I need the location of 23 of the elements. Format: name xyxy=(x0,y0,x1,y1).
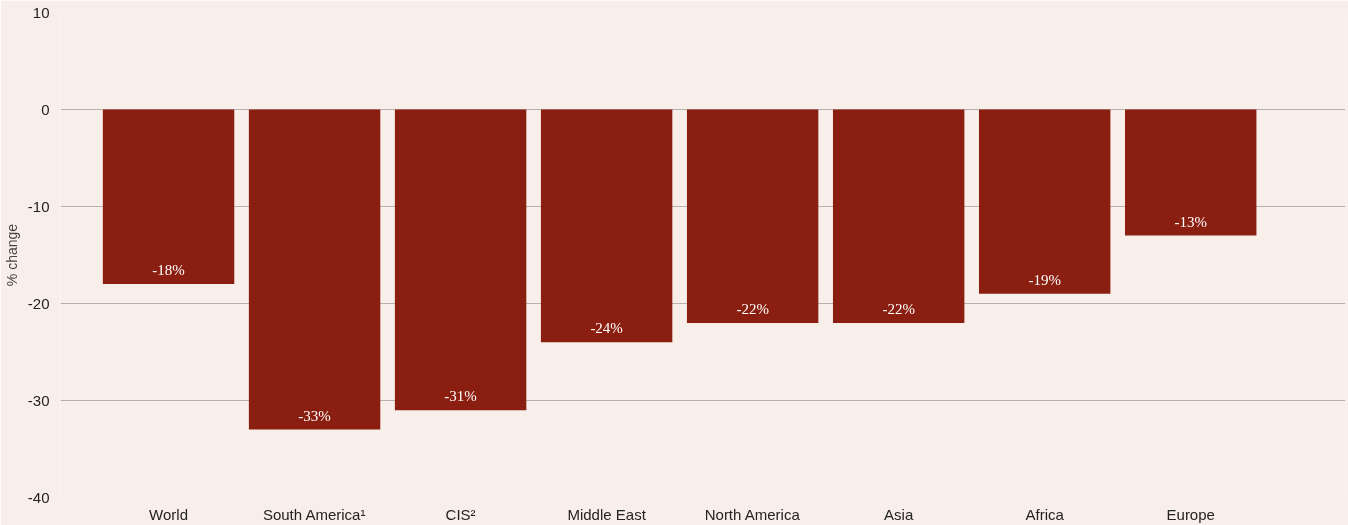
y-tick-label: 10 xyxy=(32,3,50,21)
data-label: -24% xyxy=(590,320,623,337)
data-label: -13% xyxy=(1174,213,1207,230)
y-tick-label: -30 xyxy=(27,391,50,409)
y-axis-title: % change xyxy=(3,223,20,287)
y-tick-label: -10 xyxy=(27,197,50,215)
x-tick-label: South America¹ xyxy=(262,505,366,523)
x-tick-label: CIS² xyxy=(445,505,476,523)
data-label: -33% xyxy=(298,407,331,424)
y-tick-label: 0 xyxy=(41,100,50,118)
data-label: -22% xyxy=(736,300,769,317)
data-label: -22% xyxy=(882,300,915,317)
data-label: -18% xyxy=(152,262,185,279)
data-label: -19% xyxy=(1028,271,1061,288)
data-label: -31% xyxy=(444,388,477,405)
x-tick-label: North America xyxy=(704,505,801,523)
x-tick-label: Middle East xyxy=(567,505,647,523)
x-tick-label: Africa xyxy=(1025,505,1065,523)
x-tick-label: World xyxy=(149,505,189,523)
y-tick-label: -40 xyxy=(27,488,50,506)
x-tick-label: Europe xyxy=(1166,505,1215,523)
x-tick-label: Asia xyxy=(884,505,914,523)
y-tick-label: -20 xyxy=(27,294,50,312)
